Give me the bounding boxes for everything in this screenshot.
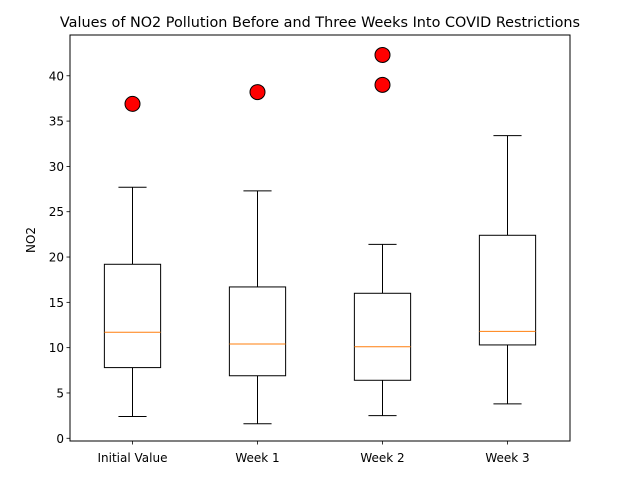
y-tick-label: 35 bbox=[49, 115, 64, 129]
box-iqr bbox=[353, 292, 412, 381]
y-tick-label: 25 bbox=[49, 205, 64, 219]
box-iqr bbox=[228, 286, 287, 377]
outlier-point bbox=[374, 46, 391, 63]
y-tick-label: 10 bbox=[49, 341, 64, 355]
outlier-point bbox=[374, 76, 391, 93]
box-iqr bbox=[478, 234, 537, 346]
y-tick-label: 40 bbox=[49, 69, 64, 83]
outlier-point bbox=[124, 95, 141, 112]
box-iqr bbox=[103, 263, 162, 369]
x-tick-label: Week 1 bbox=[235, 451, 279, 465]
x-tick-label: Initial Value bbox=[98, 451, 168, 465]
axes-frame bbox=[69, 34, 571, 442]
outlier-point bbox=[249, 84, 266, 101]
y-tick-label: 15 bbox=[49, 296, 64, 310]
x-tick-label: Week 2 bbox=[360, 451, 404, 465]
chart-title: Values of NO2 Pollution Before and Three… bbox=[60, 15, 580, 31]
y-tick-label: 30 bbox=[49, 160, 64, 174]
y-axis-label: NO2 bbox=[24, 227, 38, 253]
y-tick-label: 20 bbox=[49, 251, 64, 265]
x-tick-label: Week 3 bbox=[485, 451, 529, 465]
y-tick-label: 0 bbox=[56, 432, 64, 446]
y-tick-label: 5 bbox=[56, 386, 64, 400]
plot-area: 0 5 10 15 20 25 30 35 40 Initial Value Week 1 Week … bbox=[49, 34, 571, 465]
